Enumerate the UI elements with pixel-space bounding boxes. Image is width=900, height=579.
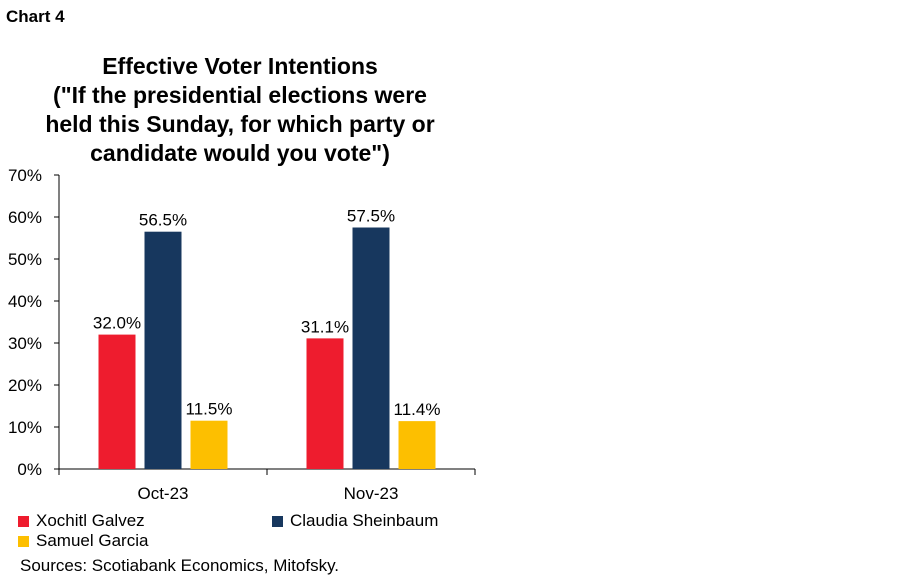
- data-label: 57.5%: [347, 207, 395, 226]
- y-tick-label: 10%: [8, 418, 42, 437]
- data-label: 32.0%: [93, 314, 141, 333]
- chart-title-line-2: ("If the presidential elections were: [53, 82, 427, 108]
- y-tick-label: 30%: [8, 334, 42, 353]
- bar-samuel-garcia-oct-23: [190, 420, 228, 469]
- chart-title-line-1: Effective Voter Intentions: [102, 53, 378, 79]
- y-tick-label: 70%: [8, 166, 42, 185]
- x-tick-label: Nov-23: [344, 484, 399, 503]
- chart-title-line-3: held this Sunday, for which party or: [45, 111, 435, 137]
- chart-title-line-4: candidate would you vote"): [90, 140, 390, 166]
- legend-label: Samuel Garcia: [36, 531, 149, 550]
- bar-xochitl-galvez-nov-23: [306, 338, 344, 469]
- bar-samuel-garcia-nov-23: [398, 421, 436, 469]
- y-tick-label: 20%: [8, 376, 42, 395]
- y-tick-label: 40%: [8, 292, 42, 311]
- data-label: 31.1%: [301, 317, 349, 336]
- legend-swatch: [18, 535, 29, 547]
- bar-claudia-sheinbaum-nov-23: [352, 227, 390, 469]
- legend-item-samuel-garcia: Samuel Garcia: [18, 531, 148, 551]
- data-label: 11.5%: [186, 400, 233, 419]
- legend-swatch: [18, 515, 29, 527]
- legend-label: Claudia Sheinbaum: [290, 511, 439, 530]
- legend-item-xochitl-galvez: Xochitl Galvez: [18, 511, 145, 531]
- x-tick-label: Oct-23: [137, 484, 188, 503]
- data-label: 11.4%: [394, 400, 441, 419]
- bar-claudia-sheinbaum-oct-23: [144, 231, 182, 469]
- chart-title: Effective Voter Intentions ("If the pres…: [0, 52, 480, 168]
- y-tick-label: 50%: [8, 250, 42, 269]
- source-note: Sources: Scotiabank Economics, Mitofsky.: [20, 556, 340, 575]
- y-tick-label: 60%: [8, 208, 42, 227]
- legend-label: Xochitl Galvez: [36, 511, 145, 530]
- bar-xochitl-galvez-oct-23: [98, 334, 136, 469]
- chart-number-label: Chart 4: [6, 7, 65, 26]
- legend-item-claudia-sheinbaum: Claudia Sheinbaum: [272, 511, 438, 531]
- legend-swatch: [272, 515, 283, 527]
- y-tick-label: 0%: [17, 460, 42, 479]
- data-label: 56.5%: [139, 211, 187, 230]
